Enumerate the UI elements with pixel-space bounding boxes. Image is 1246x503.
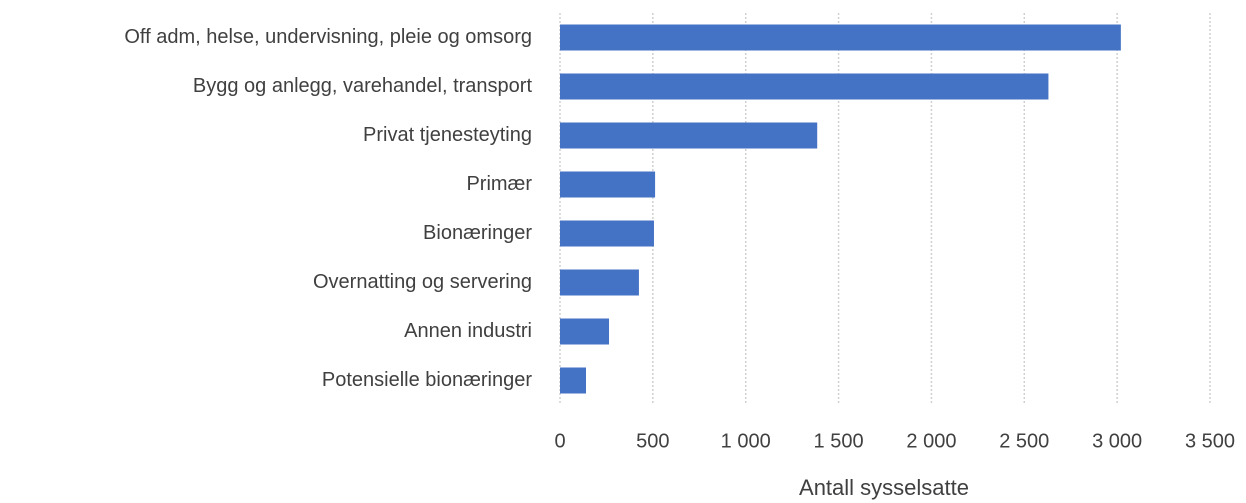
x-tick-label: 1 000 xyxy=(721,430,771,452)
bar xyxy=(560,122,818,149)
x-axis-title: Antall sysselsatte xyxy=(799,475,969,500)
x-tick-label: 500 xyxy=(636,430,669,452)
x-tick-label: 0 xyxy=(554,430,565,452)
bar xyxy=(560,269,639,296)
bar xyxy=(560,220,654,247)
bar xyxy=(560,367,586,394)
y-tick-label: Privat tjenesteyting xyxy=(363,124,532,146)
x-tick-label: 1 500 xyxy=(814,430,864,452)
bar xyxy=(560,73,1049,100)
x-tick-label: 2 000 xyxy=(906,430,956,452)
y-tick-label: Off adm, helse, undervisning, pleie og o… xyxy=(124,26,532,48)
x-tick-label: 2 500 xyxy=(999,430,1049,452)
x-tick-label: 3 500 xyxy=(1185,430,1235,452)
y-tick-label: Primær xyxy=(466,173,532,195)
x-tick-label: 3 000 xyxy=(1092,430,1142,452)
y-tick-label: Overnatting og servering xyxy=(313,271,532,293)
y-tick-label: Bionæringer xyxy=(423,222,532,244)
bar xyxy=(560,318,610,345)
y-tick-label: Potensielle bionæringer xyxy=(322,369,532,391)
y-tick-label: Bygg og anlegg, varehandel, transport xyxy=(193,75,533,97)
bar xyxy=(560,171,656,198)
bar xyxy=(560,24,1121,51)
y-tick-label: Annen industri xyxy=(404,320,532,342)
